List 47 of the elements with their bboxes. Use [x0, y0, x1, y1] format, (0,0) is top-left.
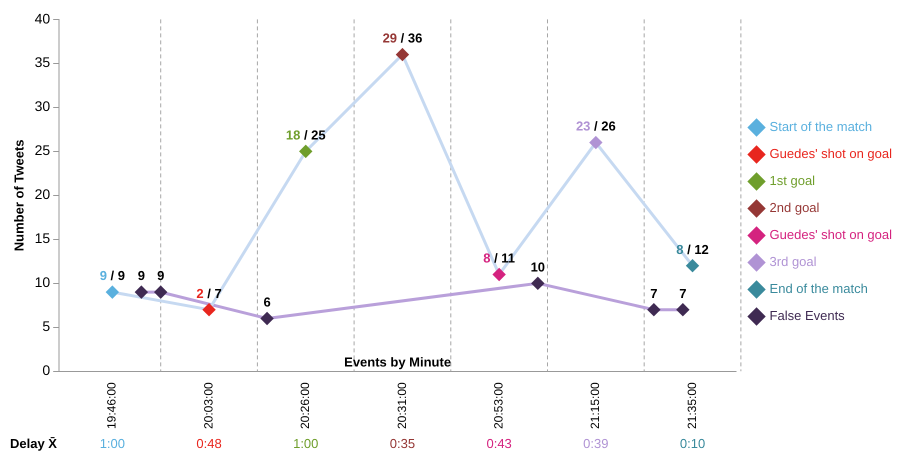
text: Delay X̄: [10, 436, 58, 451]
legend-label: False Events: [770, 308, 846, 324]
annotation: 9 / 9: [100, 268, 126, 284]
data-label: 7: [650, 286, 658, 301]
legend-label: 2nd goal: [770, 200, 820, 216]
y-tick-label: 0: [42, 362, 50, 378]
text: 1:00: [293, 436, 318, 451]
text: 0:48: [196, 436, 222, 451]
data-label: 6: [263, 294, 271, 310]
text: 0:39: [583, 436, 608, 451]
data-label: 7: [679, 286, 686, 301]
y-tick-label: 15: [34, 230, 50, 246]
y-tick-label: 40: [34, 10, 50, 26]
text: 0:10: [680, 436, 706, 451]
y-tick-label: 20: [34, 186, 50, 202]
data-label: 9: [157, 268, 164, 284]
legend-label: 1st goal: [770, 173, 816, 188]
x-tick-label: 20:03:00: [201, 382, 216, 430]
annotation: 8 / 12: [676, 242, 709, 257]
y-tick-label: 10: [34, 274, 50, 290]
data-label: 9: [138, 268, 145, 284]
annotation: 18 / 25: [286, 127, 326, 142]
x-tick-label: 21:15:00: [588, 382, 602, 430]
x-tick-label: 20:53:00: [491, 382, 506, 430]
text: 1:00: [100, 436, 126, 451]
legend-label: End of the match: [770, 281, 868, 296]
annotation: 23 / 26: [576, 118, 616, 134]
legend-label: Guedes' shot on goal: [770, 146, 892, 162]
y-tick-label: 5: [42, 318, 50, 334]
legend-label: Guedes' shot on goal: [770, 227, 892, 242]
y-axis-title: Number of Tweets: [11, 139, 26, 252]
legend-label: 3rd goal: [770, 254, 817, 270]
x-tick-label: 20:26:00: [298, 382, 312, 430]
x-tick-label: 19:46:00: [104, 382, 119, 430]
data-label: 10: [530, 259, 546, 274]
text: 0:35: [390, 436, 416, 451]
annotation: 8 / 11: [483, 250, 516, 266]
legend-label: Start of the match: [770, 119, 872, 134]
y-tick-label: 25: [34, 142, 50, 158]
text: 0:43: [486, 436, 512, 451]
annotation: 2 / 7: [196, 286, 222, 301]
x-tick-label: 20:31:00: [394, 382, 409, 430]
x-tick-label: 21:35:00: [684, 382, 699, 430]
x-axis-title: Events by Minute: [344, 354, 452, 370]
y-tick-label: 35: [34, 54, 50, 70]
annotation: 29 / 36: [382, 30, 422, 46]
y-tick-label: 30: [34, 98, 50, 114]
